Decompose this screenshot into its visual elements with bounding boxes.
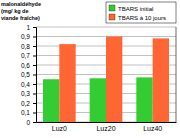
- y-tick: 0,4: [21, 81, 36, 88]
- y-tick-label: 0,3: [21, 90, 30, 97]
- y-axis: 0 0,1 0,2 0,3 0,4 0,5 0,6 0,7 0,8 0,9 1: [21, 24, 37, 126]
- y-tick: 0,7: [21, 52, 36, 59]
- y-tick: 0,6: [21, 62, 36, 69]
- legend-item: TBARS initial: [109, 5, 153, 12]
- y-tick-mark: [33, 27, 36, 28]
- y-tick-mark: [33, 103, 36, 104]
- y-tick-label: 1: [26, 24, 30, 31]
- y-tick-mark: [33, 37, 36, 38]
- legend: TBARS initial TBARS à 10 jours: [106, 2, 176, 23]
- x-tick: Luz40: [143, 122, 162, 132]
- y-tick-label: 0,4: [21, 81, 30, 88]
- y-axis-line: [33, 28, 37, 123]
- y-tick: 0,3: [21, 90, 36, 97]
- y-tick-label: 0,1: [21, 109, 30, 116]
- y-tick-label: 0,6: [21, 62, 30, 69]
- legend-label: TBARS à 10 jours: [118, 15, 166, 21]
- y-tick: 0,8: [21, 43, 36, 50]
- y-tick-mark: [33, 84, 36, 85]
- y-tick: 0,5: [21, 71, 36, 78]
- y-tick-label: 0,5: [21, 71, 30, 78]
- bar: [136, 77, 152, 122]
- legend-swatch: [109, 5, 115, 11]
- y-tick-label: 0,9: [21, 33, 30, 40]
- y-tick-mark: [33, 65, 36, 66]
- y-tick: 0,1: [21, 109, 36, 116]
- bar: [90, 78, 106, 122]
- x-tick: Luz20: [96, 122, 115, 132]
- y-tick-mark: [33, 113, 36, 114]
- plot: 00,10,20,30,40,50,60,70,80,91Luz0Luz20Lu…: [21, 24, 177, 133]
- x-axis-line: [37, 122, 177, 123]
- grid: [36, 27, 176, 122]
- y-tick-mark: [33, 56, 36, 57]
- x-tick-label: Luz40: [143, 125, 162, 132]
- y-tick: 1: [26, 24, 36, 31]
- plot-background: [36, 27, 176, 122]
- grid-line: [36, 27, 176, 28]
- y-tick: 0,9: [21, 33, 36, 40]
- bar: [153, 38, 169, 122]
- legend-item: TBARS à 10 jours: [109, 14, 166, 21]
- y-tick-mark: [33, 75, 36, 76]
- bar: [106, 37, 122, 123]
- y-axis-title: malonaldéhyde(mg/ kg deviande fraîche): [1, 1, 41, 21]
- x-axis: Luz0 Luz20 Luz40: [37, 122, 177, 132]
- y-tick-label: 0: [26, 119, 30, 126]
- y-tick-mark: [33, 94, 36, 95]
- x-tick-label: Luz20: [96, 125, 115, 132]
- y-tick-label: 0,2: [21, 100, 30, 107]
- bar: [43, 79, 59, 122]
- bar: [59, 44, 75, 122]
- y-tick-mark: [33, 46, 36, 47]
- chart: 00,10,20,30,40,50,60,70,80,91Luz0Luz20Lu…: [0, 0, 180, 138]
- x-tick: Luz0: [52, 122, 67, 132]
- y-axis-title-line: viande fraîche): [1, 15, 40, 21]
- y-tick-label: 0,8: [21, 43, 30, 50]
- y-axis-title-line: malonaldéhyde: [1, 1, 41, 7]
- legend-swatch: [109, 14, 115, 20]
- y-tick-label: 0,7: [21, 52, 30, 59]
- legend-label: TBARS initial: [118, 6, 153, 12]
- y-tick-mark: [33, 122, 36, 123]
- legend-box: [106, 2, 176, 23]
- bars: [43, 37, 169, 123]
- bar-series: [59, 37, 169, 123]
- x-tick-label: Luz0: [52, 125, 67, 132]
- y-tick: 0: [26, 119, 36, 126]
- y-tick: 0,2: [21, 100, 36, 107]
- plot-frame: [176, 27, 177, 122]
- y-axis-title-line: (mg/ kg de: [1, 8, 29, 14]
